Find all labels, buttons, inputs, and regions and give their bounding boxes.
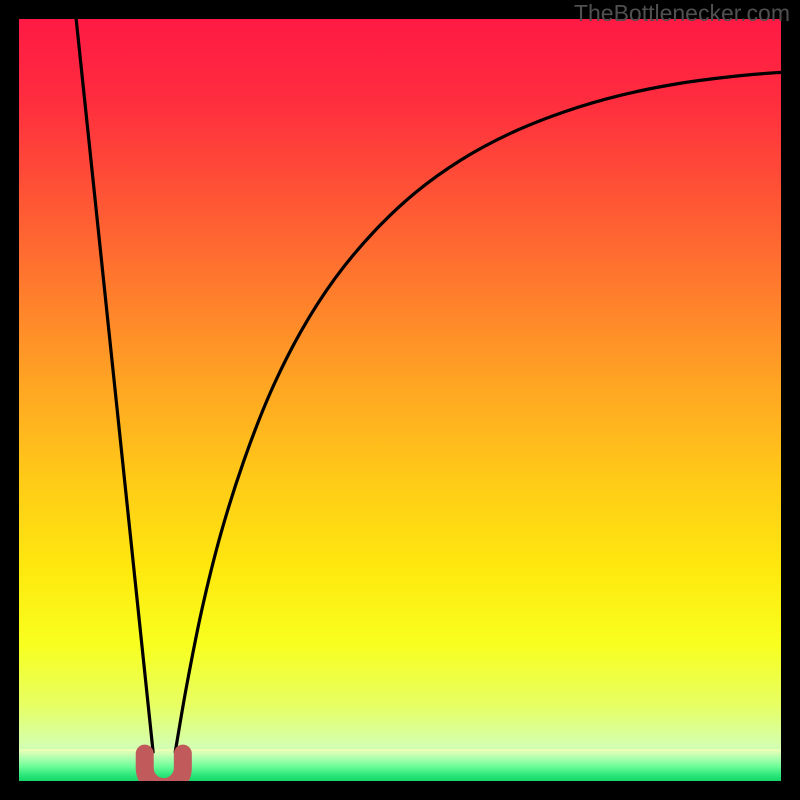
- chart-frame: TheBottlenecker.com: [0, 0, 800, 800]
- watermark-text: TheBottlenecker.com: [574, 0, 790, 27]
- bottleneck-curve-svg: [19, 19, 781, 781]
- curve-right-branch: [175, 72, 781, 752]
- curve-left-branch: [76, 19, 153, 752]
- minimum-marker: [145, 754, 183, 781]
- plot-area: [19, 19, 781, 781]
